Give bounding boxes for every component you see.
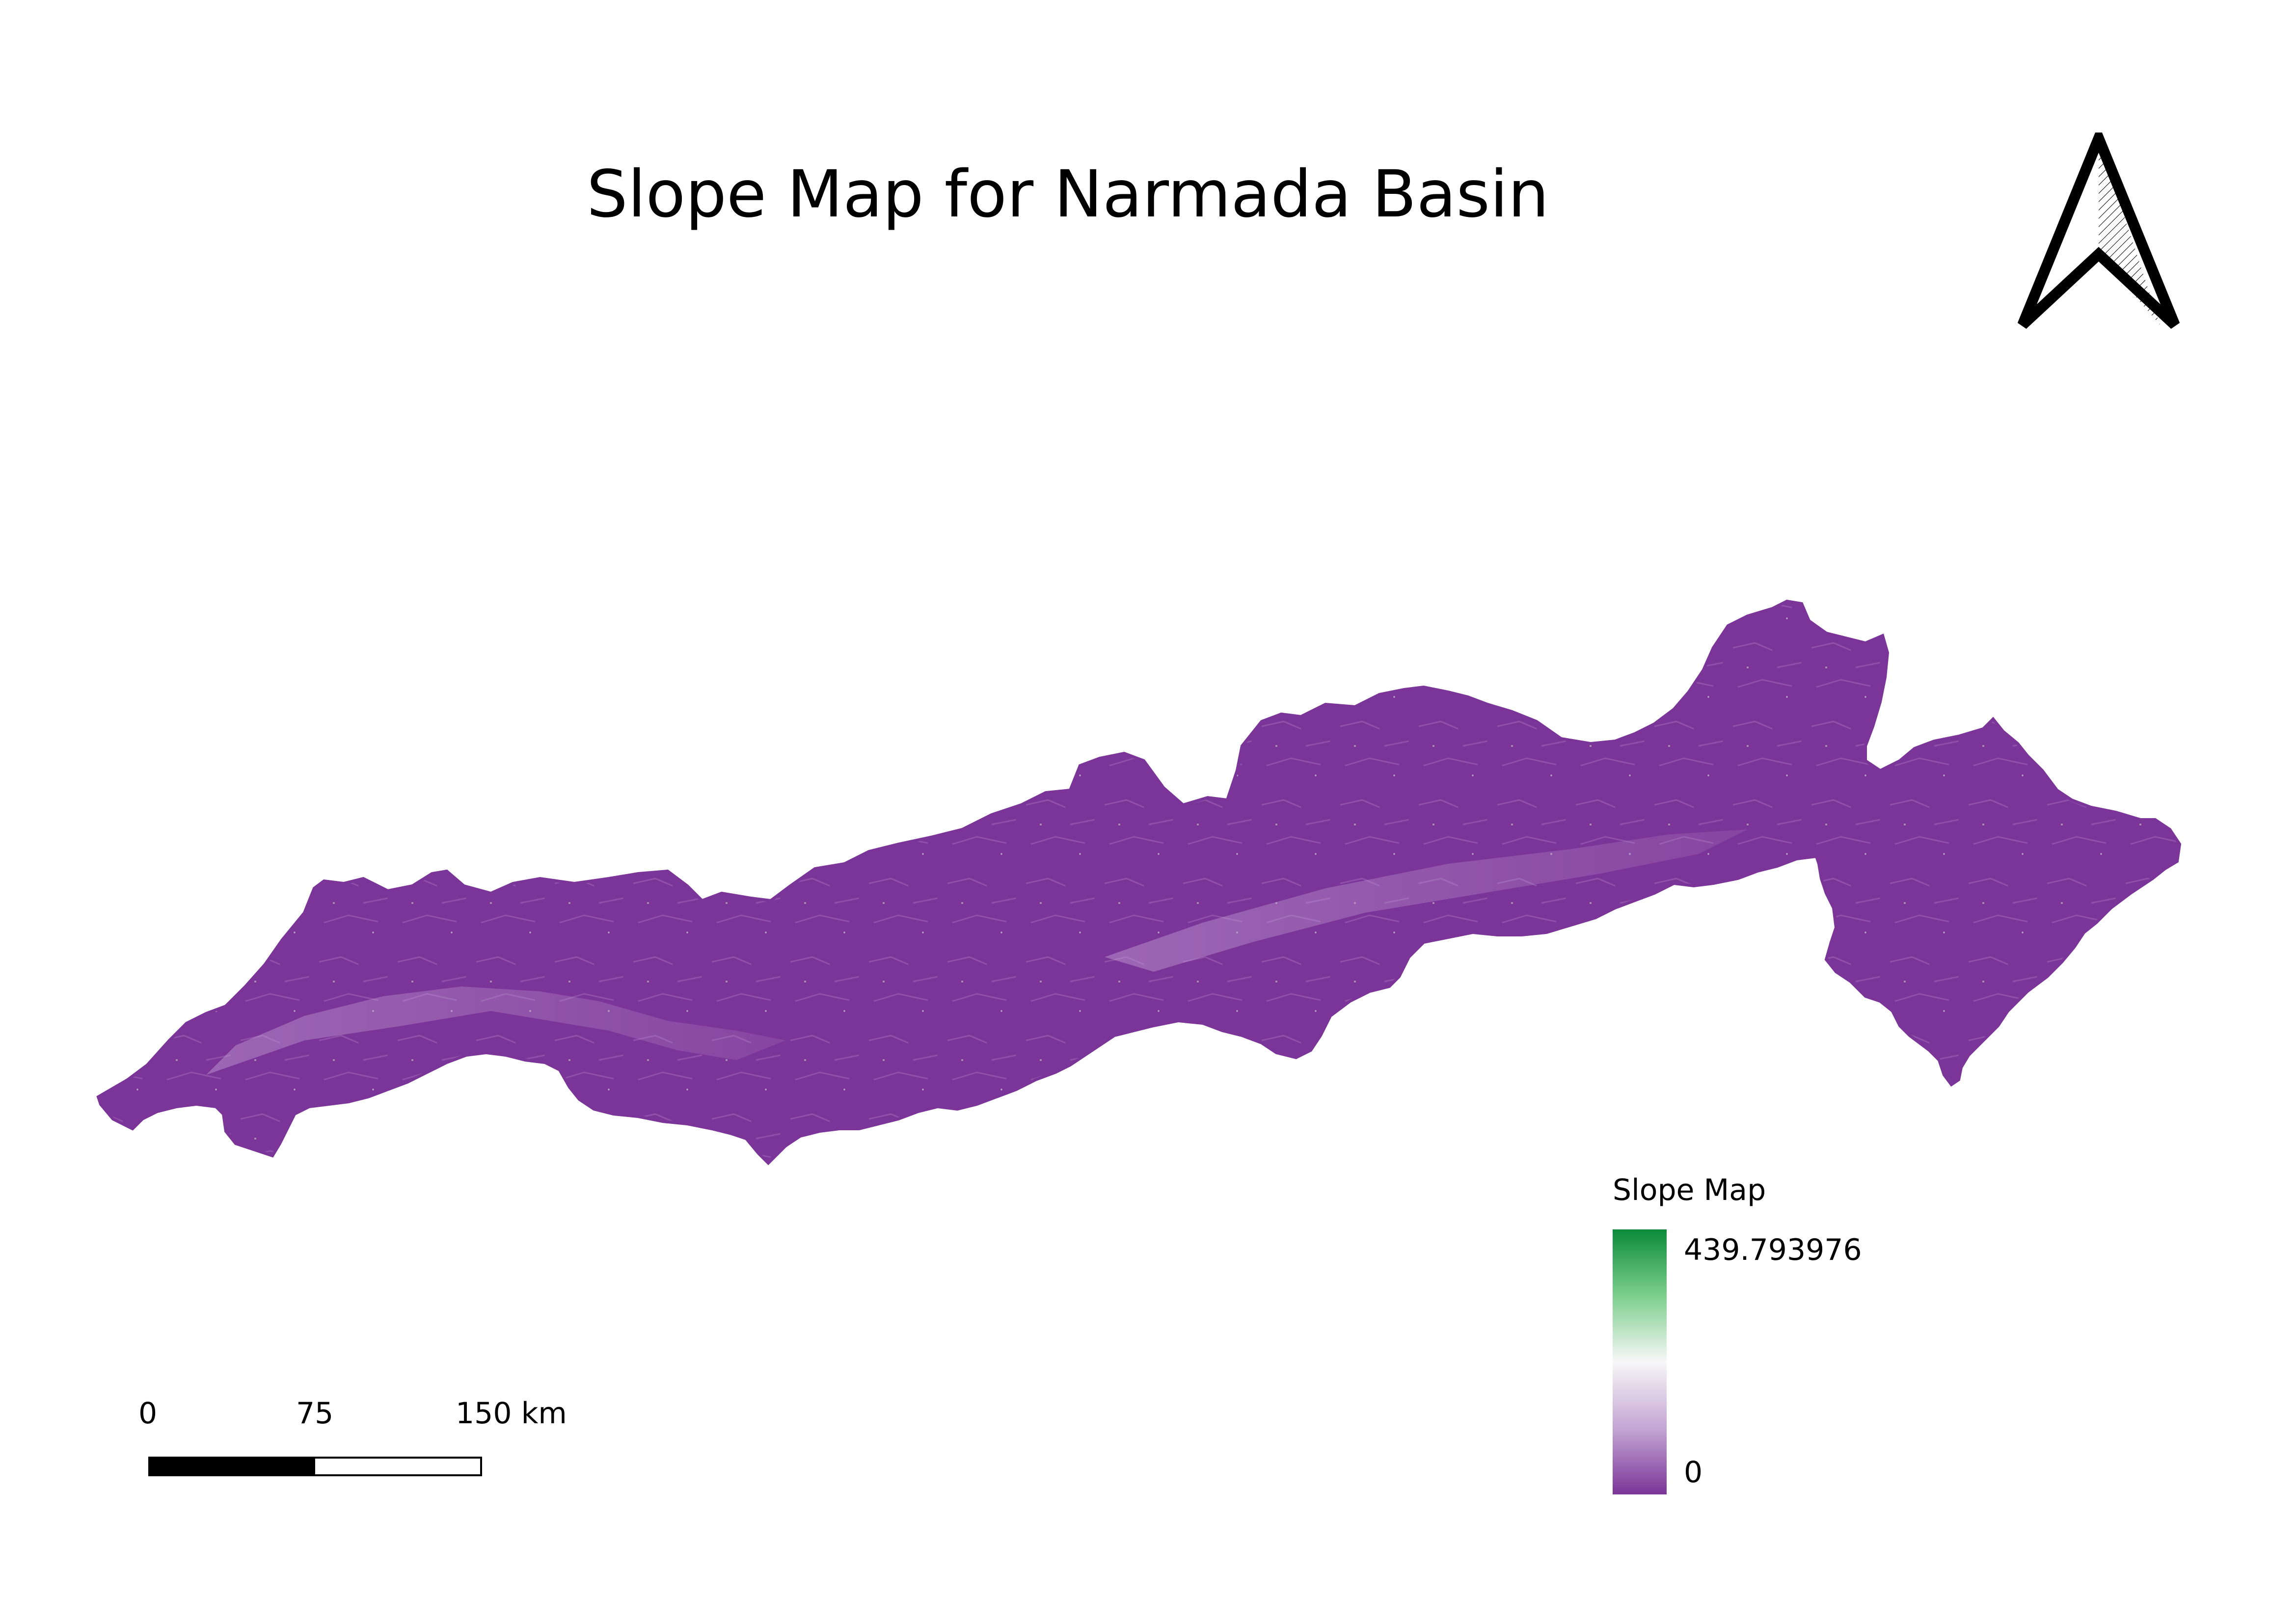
north-arrow-icon (2018, 133, 2180, 329)
narmada-basin-shape (96, 599, 2182, 1166)
basin-light-texture-band (1105, 829, 1748, 972)
legend-max-label: 439.793976 (1684, 1233, 1862, 1267)
scale-bar: 0 75 150 km (128, 1396, 567, 1497)
scale-segment-black (150, 1459, 315, 1474)
scale-label-mid: 75 (296, 1396, 334, 1431)
scale-label-zero: 0 (138, 1396, 158, 1431)
legend-title: Slope Map (1613, 1173, 1766, 1207)
basin-light-texture-band (206, 986, 785, 1075)
legend-min-label: 0 (1684, 1455, 1703, 1490)
scale-label-end: 150 km (456, 1396, 567, 1431)
legend-color-ramp (1613, 1229, 1667, 1494)
scale-segment-white (315, 1459, 480, 1474)
map-title: Slope Map for Narmada Basin (587, 157, 1549, 232)
legend: Slope Map 439.793976 0 (1613, 1175, 1956, 1509)
scale-bar-track (148, 1457, 482, 1476)
